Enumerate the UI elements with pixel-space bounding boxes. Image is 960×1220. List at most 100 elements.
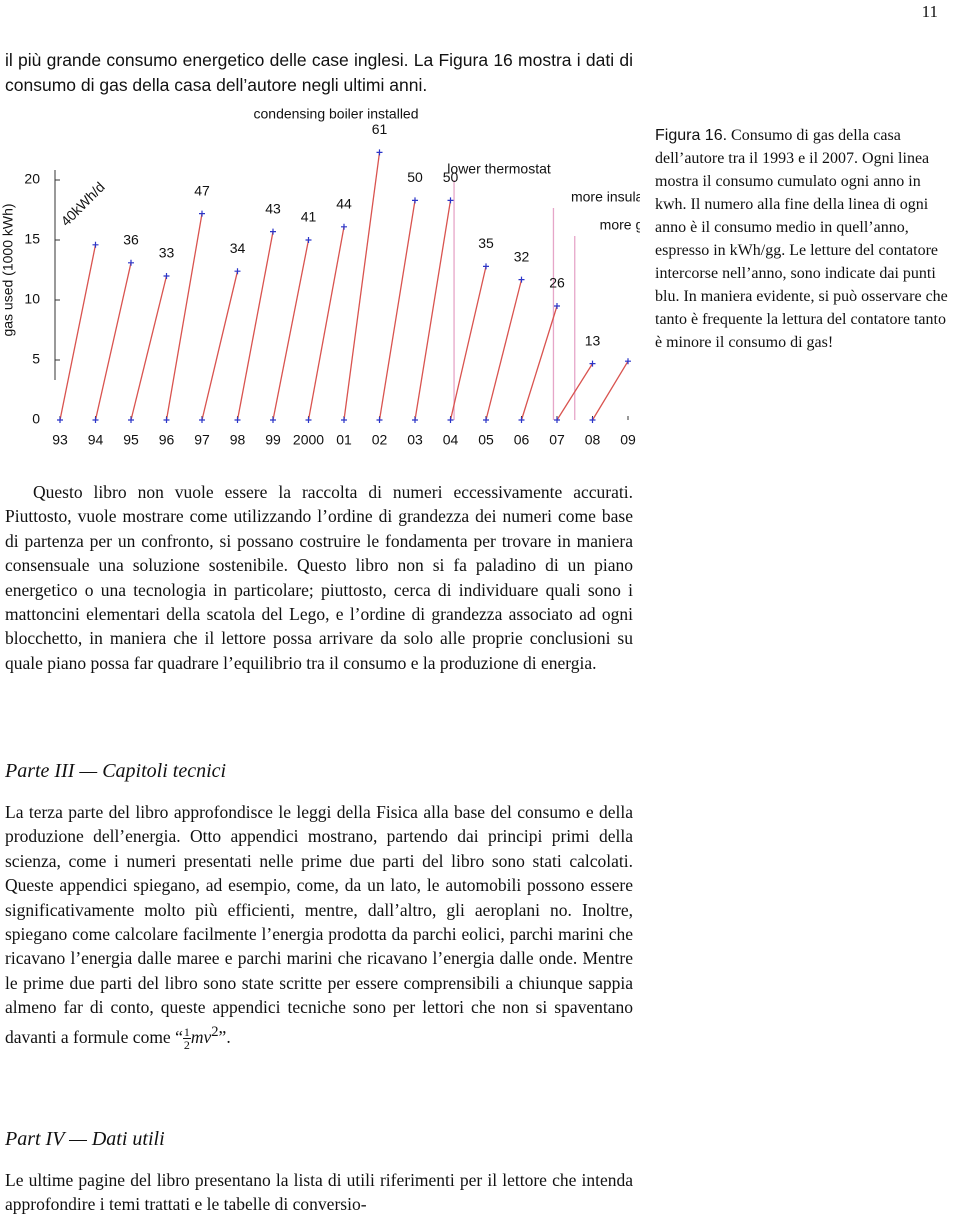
year-line xyxy=(414,200,452,421)
meter-reading xyxy=(92,241,99,248)
section-heading: Part IV — Dati utili xyxy=(5,1128,165,1150)
rate-label: 43 xyxy=(265,200,281,216)
meter-reading xyxy=(128,417,134,423)
y-axis-label: gas used (1000 kWh) xyxy=(0,203,16,336)
meter-reading xyxy=(447,417,454,423)
top-annotation: condensing boiler installed xyxy=(254,106,419,122)
rate-label: 44 xyxy=(336,196,352,212)
x-tick-label: 97 xyxy=(194,432,210,448)
section-text: Le ultime pagine del libro presentano la… xyxy=(5,1170,633,1215)
year-line xyxy=(201,271,239,421)
meter-reading xyxy=(305,417,312,423)
x-tick-label: 09 xyxy=(620,432,636,448)
year-line xyxy=(449,266,487,421)
year-line xyxy=(130,275,168,421)
event-label: more insulation xyxy=(571,189,640,205)
year-line xyxy=(307,226,345,421)
year-line xyxy=(94,262,132,421)
intro-text: il più grande consumo energetico delle c… xyxy=(5,50,633,95)
rate-label: 50 xyxy=(407,169,423,185)
paragraph: Questo libro non vuole essere la raccolt… xyxy=(5,482,633,673)
rate-label: 50 xyxy=(443,169,459,185)
year-line xyxy=(236,231,274,421)
meter-reading xyxy=(518,276,525,283)
meter-reading xyxy=(234,268,241,275)
meter-reading xyxy=(625,358,631,365)
year-line xyxy=(520,305,558,421)
x-tick-label: 95 xyxy=(123,432,139,448)
meter-reading xyxy=(163,273,170,279)
event-label: lower thermostat xyxy=(447,161,551,177)
meter-reading xyxy=(412,197,418,204)
meter-reading xyxy=(199,210,205,217)
meter-reading xyxy=(199,417,205,423)
y-tick-label: 20 xyxy=(24,171,40,187)
x-tick-label: 2000 xyxy=(293,432,324,448)
meter-reading xyxy=(518,417,525,423)
meter-reading xyxy=(447,197,454,204)
x-tick-label: 03 xyxy=(407,432,423,448)
meter-reading xyxy=(483,263,489,270)
meter-reading xyxy=(341,417,347,423)
x-tick-label: 08 xyxy=(585,432,601,448)
page-number: 11 xyxy=(921,2,938,21)
year-line xyxy=(556,363,594,421)
year-line xyxy=(591,360,629,421)
meter-reading xyxy=(412,417,418,423)
x-tick-label: 02 xyxy=(372,432,388,448)
meter-reading xyxy=(341,223,347,230)
caption-label: Figura 16. xyxy=(655,127,728,144)
x-tick-label: 05 xyxy=(478,432,494,448)
section-heading: Parte III — Capitoli tecnici xyxy=(5,760,227,782)
meter-reading xyxy=(589,417,596,423)
rate-label: 47 xyxy=(194,182,210,198)
meter-reading xyxy=(483,417,489,423)
rate-label: 34 xyxy=(230,240,246,256)
x-tick-label: 93 xyxy=(52,432,68,448)
x-tick-label: 06 xyxy=(514,432,530,448)
x-tick-label: 04 xyxy=(443,432,459,448)
rate-label: 32 xyxy=(514,248,530,264)
caption-text: Consumo di gas della casa dell’autore tr… xyxy=(655,127,948,351)
year-line xyxy=(165,213,203,421)
y-tick-label: 0 xyxy=(32,411,40,427)
meter-reading xyxy=(163,417,170,423)
meter-reading xyxy=(589,360,596,367)
expression: mv xyxy=(190,1026,212,1047)
year-line xyxy=(272,239,310,421)
x-tick-label: 94 xyxy=(88,432,104,448)
rate-label: 13 xyxy=(585,332,601,348)
meter-reading xyxy=(305,237,312,243)
meter-reading xyxy=(554,417,560,423)
y-tick-label: 5 xyxy=(32,351,40,367)
y-tick-label: 10 xyxy=(24,291,40,307)
x-tick-label: 99 xyxy=(265,432,281,448)
rate-label: 41 xyxy=(301,209,317,225)
meter-reading xyxy=(57,417,63,423)
meter-reading xyxy=(270,228,276,235)
x-tick-label: 98 xyxy=(230,432,246,448)
meter-reading xyxy=(92,417,99,423)
meter-reading xyxy=(376,417,383,423)
rate-label: 35 xyxy=(478,235,494,251)
x-tick-label: 01 xyxy=(336,432,352,448)
text: ”. xyxy=(218,1026,231,1047)
y-tick-label: 15 xyxy=(24,231,40,247)
text: La terza parte del libro approfondisce l… xyxy=(5,802,633,1047)
rate-label: 40kWh/d xyxy=(57,179,107,229)
meter-reading xyxy=(234,417,241,423)
year-line xyxy=(485,279,523,421)
denominator: 2 xyxy=(183,1037,190,1052)
year-line xyxy=(378,200,416,421)
meter-reading xyxy=(128,259,134,266)
x-tick-label: 96 xyxy=(159,432,175,448)
x-tick-label: 07 xyxy=(549,432,565,448)
year-line xyxy=(59,244,97,421)
event-label: more glazing xyxy=(600,217,640,233)
meter-reading xyxy=(270,417,276,423)
section-text: La terza parte del libro approfondisce l… xyxy=(5,800,633,1051)
